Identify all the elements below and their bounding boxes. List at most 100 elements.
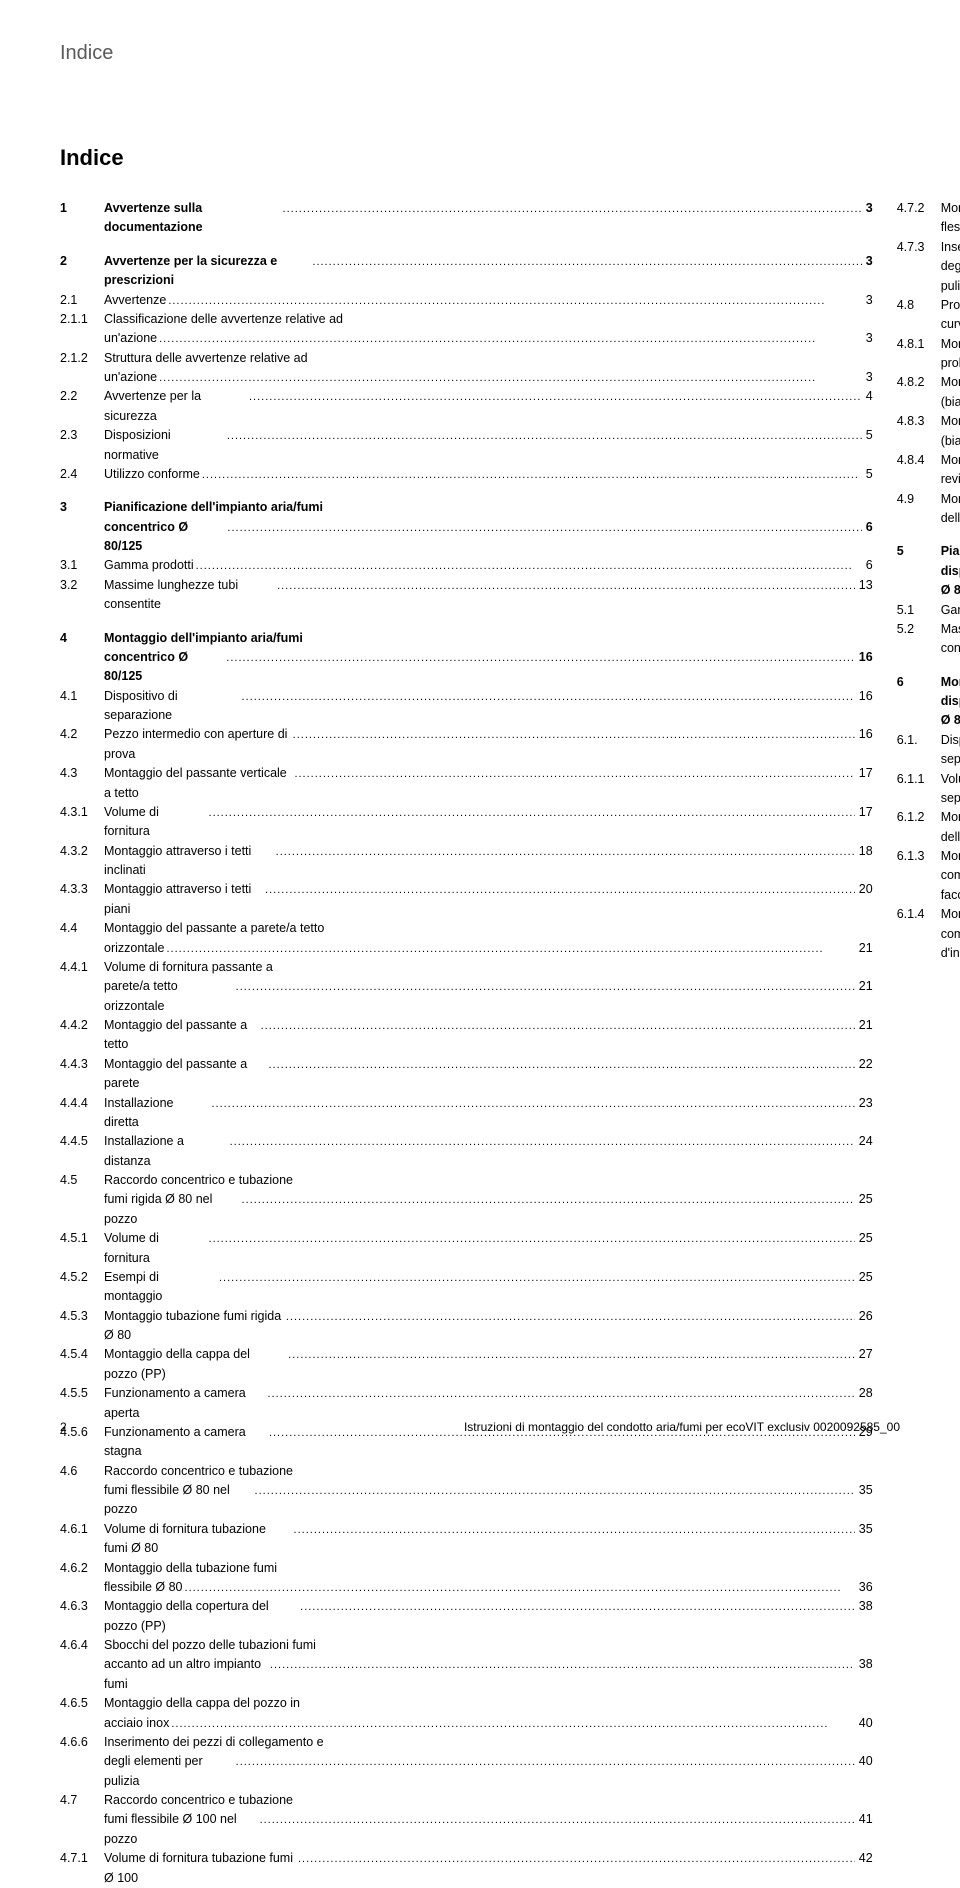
toc-row: 4.4.2Montaggio del passante a tetto21: [60, 1016, 873, 1055]
toc-entry-number: 4.6.5: [60, 1694, 104, 1713]
toc-leader-dots: [159, 368, 862, 387]
toc-leader-dots: [242, 1190, 855, 1209]
toc-section-gap: [897, 659, 960, 673]
toc-entry-number: 5.1: [897, 601, 941, 620]
toc-leader-dots: [265, 880, 855, 899]
toc-row: 3.2Massime lunghezze tubi consentite13: [60, 576, 873, 615]
toc-entry-page: 38: [857, 1655, 873, 1674]
toc-row: 6.1.4Montaggio del tubo di alimentazione…: [897, 905, 960, 924]
toc-row: 4.4.4Installazione diretta23: [60, 1094, 873, 1133]
toc-entry-number: 4.6.6: [60, 1733, 104, 1752]
toc-leader-dots: [293, 725, 855, 744]
toc-entry-label: Montaggio della tubazione fumi: [941, 199, 960, 218]
toc-entry-label: comburente dalla facciata: [941, 866, 960, 905]
toc-leader-dots: [249, 387, 862, 406]
toc-row: 4.3.2Montaggio attraverso i tetti inclin…: [60, 842, 873, 881]
toc-row: 4Montaggio dell'impianto aria/fumi: [60, 629, 873, 648]
toc-entry-number: 6.1.4: [897, 905, 941, 924]
toc-leader-dots: [236, 1752, 855, 1771]
toc-entry-label: Utilizzo conforme: [104, 465, 200, 484]
toc-entry-label: Pezzo intermedio con aperture di prova: [104, 725, 291, 764]
toc-entry-number: 4.8: [897, 296, 941, 315]
toc-row: 1Avvertenze sulla documentazione3: [60, 199, 873, 238]
toc-entry-page: 13: [857, 576, 873, 595]
toc-row: 3Pianificazione dell'impianto aria/fumi: [60, 498, 873, 517]
toc-entry-label: Montaggio del passante a tetto: [104, 1016, 259, 1055]
toc-entry-page: 3: [864, 199, 873, 218]
toc-row: 4.3Montaggio del passante verticale a te…: [60, 764, 873, 803]
toc-row: 5.2Massime lunghezze tubi consentite53: [897, 620, 960, 659]
toc-entry-number: 4.7.1: [60, 1849, 104, 1868]
toc-entry-number: 4.7: [60, 1791, 104, 1810]
toc-leader-dots: [171, 1714, 854, 1733]
toc-entry-label: Gamma prodotti: [941, 601, 960, 620]
toc-section-gap: [60, 238, 873, 252]
toc-entry-number: 4.4.1: [60, 958, 104, 977]
toc-entry-number: 4.2: [60, 725, 104, 744]
toc-row: 4.5.2Esempi di montaggio25: [60, 1268, 873, 1307]
toc-entry-number: 3.2: [60, 576, 104, 595]
footer-page-number: 2: [60, 1420, 67, 1434]
toc-row: 4.5.1Volume di fornitura25: [60, 1229, 873, 1268]
page-title: Indice: [60, 145, 900, 171]
toc-entry-page: 28: [857, 1384, 873, 1403]
toc-leader-dots: [268, 1055, 854, 1074]
toc-row: fumi flessibile Ø 80 nel pozzo35: [60, 1481, 873, 1520]
toc-row: 4.6.3Montaggio della copertura del pozzo…: [60, 1597, 873, 1636]
toc-leader-dots: [166, 939, 854, 958]
toc-entry-number: 4.4.4: [60, 1094, 104, 1113]
toc-entry-label: Montaggio delle curve a 45° (bianco): [941, 412, 960, 451]
toc-leader-dots: [196, 556, 862, 575]
toc-entry-number: 4.7.3: [897, 238, 941, 257]
toc-entry-number: 4.7.2: [897, 199, 941, 218]
toc-entry-page: 20: [857, 880, 873, 899]
toc-row: acciaio inox40: [60, 1714, 873, 1733]
toc-entry-page: 16: [857, 687, 873, 706]
toc-entry-label: Montaggio della tubazione fumi: [104, 1559, 277, 1578]
toc-row: 4.8.3Montaggio delle curve a 45° (bianco…: [897, 412, 960, 451]
toc-entry-label: Montaggio delle prolunghe: [941, 335, 960, 374]
toc-leader-dots: [230, 1132, 855, 1151]
toc-entry-label: un'azione: [104, 329, 157, 348]
toc-entry-label: Avvertenze: [104, 291, 166, 310]
toc-entry-label: accanto ad un altro impianto fumi: [104, 1655, 268, 1694]
toc-entry-label: Disposizioni normative: [104, 426, 225, 465]
toc-entry-label: Montaggio del raccordo a T per revisione: [941, 451, 960, 490]
toc-entry-number: 4.6.3: [60, 1597, 104, 1616]
toc-entry-label: Montaggio della copertura del pozzo (PP): [104, 1597, 298, 1636]
toc-entry-label: disposizione dei tubi separata Ø 80: [941, 562, 960, 601]
page-footer: 2 Istruzioni di montaggio del condotto a…: [60, 1420, 900, 1434]
toc-leader-dots: [283, 199, 862, 218]
toc-row: orizzontale21: [60, 939, 873, 958]
toc-section-gap: [60, 484, 873, 498]
toc-entry-page: 16: [857, 648, 873, 667]
toc-entry-number: 6: [897, 673, 941, 692]
toc-leader-dots: [260, 1810, 855, 1829]
toc-entry-number: 4.8.1: [897, 335, 941, 354]
toc-columns: 1Avvertenze sulla documentazione3 2 Avvert…: [60, 199, 900, 1888]
toc-entry-label: Gamma prodotti: [104, 556, 194, 575]
toc-entry-page: 27: [857, 1345, 873, 1364]
toc-section-gap: [897, 528, 960, 542]
toc-entry-number: 4.5: [60, 1171, 104, 1190]
toc-entry-label: parete/a tetto orizzontale: [104, 977, 234, 1016]
toc-entry-label: degli elementi per pulizia: [941, 257, 960, 296]
toc-leader-dots: [202, 465, 862, 484]
toc-leader-dots: [286, 1307, 855, 1326]
toc-row: 4.6.5Montaggio della cappa del pozzo in: [60, 1694, 873, 1713]
toc-entry-number: 4.3.1: [60, 803, 104, 822]
toc-leader-dots: [255, 1481, 855, 1500]
toc-row: 4.7.1Volume di fornitura tubazione fumi …: [60, 1849, 873, 1888]
toc-entry-label: acciaio inox: [104, 1714, 169, 1733]
toc-row: 4.5.5Funzionamento a camera aperta28: [60, 1384, 873, 1423]
toc-entry-label: Montaggio tubazione fumi rigida Ø 80: [104, 1307, 284, 1346]
toc-entry-number: 4.8.4: [897, 451, 941, 470]
toc-leader-dots: [211, 1094, 854, 1113]
toc-row: concentrico Ø 80/12516: [60, 648, 873, 687]
toc-leader-dots: [261, 1016, 855, 1035]
toc-entry-label: Montaggio del tubo di alimentazione dell…: [941, 905, 960, 924]
toc-row: 4.5.4Montaggio della cappa del pozzo (PP…: [60, 1345, 873, 1384]
toc-entry-label: degli elementi per pulizia: [104, 1752, 234, 1791]
toc-entry-page: 5: [864, 465, 873, 484]
toc-row: flessibile Ø 8036: [60, 1578, 873, 1597]
